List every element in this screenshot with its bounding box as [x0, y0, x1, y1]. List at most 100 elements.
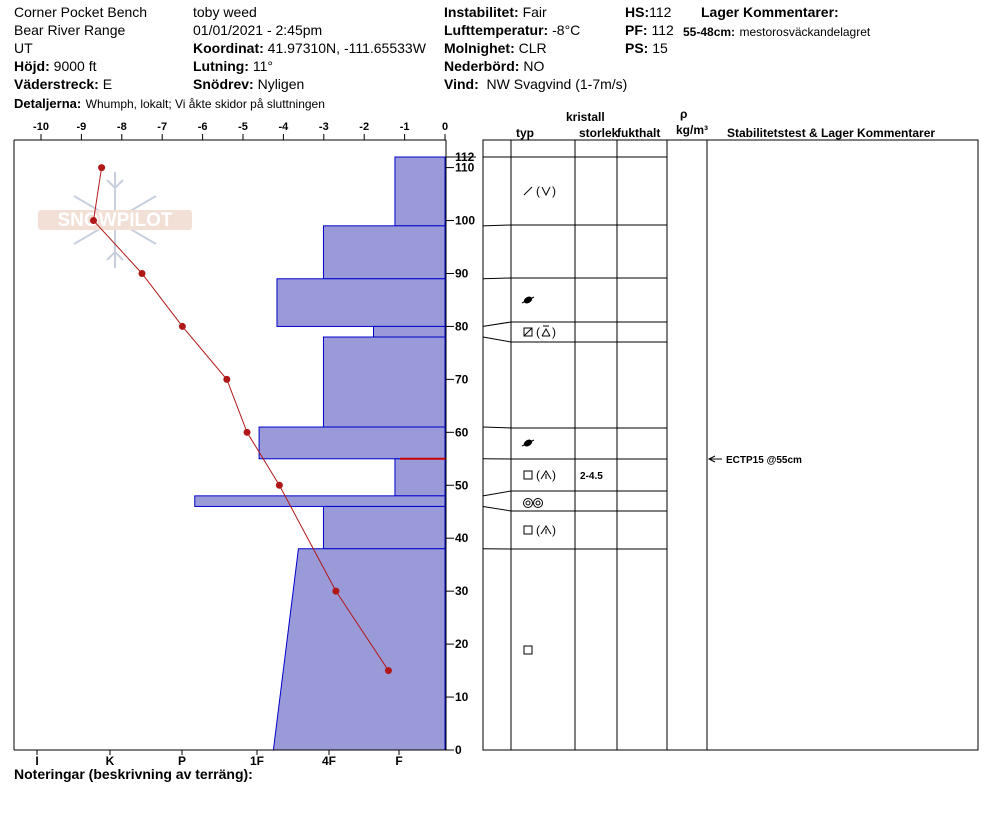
temperature-tick-label: -1 [400, 121, 410, 133]
pf-value: 112 [651, 22, 674, 38]
drift-label: Snödrev: [193, 76, 254, 92]
temperature-tick-label: 0 [442, 121, 448, 133]
facet-symbol [523, 645, 533, 655]
hardness-layer [276, 278, 446, 327]
height-tick-label: 110 [455, 161, 475, 175]
height-tick-label: 90 [455, 266, 469, 280]
temperature-point [98, 164, 106, 172]
hardness-layer [272, 548, 446, 751]
details-value: Whumph, lokalt; Vi åkte skidor på sluttn… [85, 97, 325, 111]
crystal-header: kristall [566, 110, 605, 124]
range: Bear River Range [14, 22, 126, 38]
layer-connector [482, 426, 512, 429]
hardness-tick-label: 4F [322, 754, 336, 768]
vee-symbol [541, 186, 551, 197]
hardness-layer [258, 426, 446, 460]
paren-symbol: ( [536, 184, 540, 198]
airtemp-value: -8°C [552, 22, 581, 38]
grain-symbol [523, 645, 533, 655]
wind: Vind: NW Svagvind (1-7m/s) [444, 77, 627, 91]
paren-symbol: ) [552, 184, 556, 198]
temperature-point [384, 667, 392, 675]
stability-header: Stabilitetstest & Lager Kommentarer [727, 126, 936, 140]
rounded-symbol [523, 498, 533, 508]
height-tick-label: 0 [455, 743, 462, 757]
drift-value: Nyligen [257, 76, 305, 92]
airtemp-label: Lufttemperatur: [444, 22, 549, 38]
height-tick-label: 40 [455, 531, 469, 545]
paren-symbol: ( [536, 468, 540, 482]
layer-comment-text: mestorosväckandelagret [739, 25, 871, 39]
height-tick-label: 60 [455, 425, 469, 439]
layer-connector [482, 505, 512, 512]
elevation: Höjd: 9000 ft [14, 59, 96, 73]
rho-header: ρ [680, 107, 688, 121]
layer-table-frame [482, 139, 979, 751]
notes-label: Noteringar (beskrivning av terräng): [14, 766, 253, 782]
grain-symbol [523, 498, 543, 508]
hardness-layer [322, 225, 446, 280]
depth-hoar-symbol [540, 525, 552, 535]
melt-freeze-slash [521, 439, 535, 447]
temperature-tick-label: -2 [359, 121, 369, 133]
rounded-symbol [533, 498, 543, 508]
temperature-tick-label: -4 [279, 121, 290, 133]
datetime: 01/01/2021 - 2:45pm [193, 22, 323, 38]
hardness-layer [194, 495, 446, 507]
hs-value: 112 [649, 4, 672, 20]
state: UT [14, 40, 33, 56]
coord-value: 41.97310N, -111.65533W [267, 40, 426, 56]
hs-label: HS: [625, 4, 650, 20]
sky-label: Molnighet: [444, 40, 515, 56]
precipitation: Nederbörd: NO [444, 59, 544, 73]
slope-value: 11° [252, 58, 274, 74]
height-tick-label: 30 [455, 584, 469, 598]
temperature-point [223, 375, 231, 383]
precip-label: Nederbörd: [444, 58, 520, 74]
sky-value: CLR [518, 40, 547, 56]
moisture-header: fukthalt [617, 126, 661, 140]
ps-value: 15 [652, 40, 668, 56]
height-tick-label: 100 [455, 214, 475, 228]
temperature-tick-label: -6 [198, 121, 208, 133]
rounded-inner [535, 500, 541, 506]
layer-connector [482, 336, 512, 343]
pf: PF: 112 [625, 23, 674, 37]
hs-tick-label: 112 [455, 150, 475, 164]
hardness-tick-label: P [178, 754, 186, 768]
coordinates: Koordinat: 41.97310N, -111.65533W [193, 41, 426, 55]
hardness-tick-label: F [395, 754, 402, 768]
temperature-tick-label: -7 [157, 121, 167, 133]
drift: Snödrev: Nyligen [193, 77, 304, 91]
temperature-point [90, 217, 98, 225]
height-tick-label: 50 [455, 478, 469, 492]
paren-symbol: ) [552, 468, 556, 482]
paren-symbol: ( [536, 325, 540, 339]
layer-connector [482, 490, 512, 497]
layer-comment-depth: 55-48cm: [683, 25, 736, 39]
hardness-tick-label: I [35, 754, 38, 768]
melt-freeze-slash [521, 296, 535, 304]
snowpilot-logo-text: SNOWPILOT [57, 210, 172, 231]
aspect: Väderstreck: E [14, 77, 112, 91]
height-tick-label: 20 [455, 637, 469, 651]
grain-symbol: () [523, 184, 556, 198]
wind-value: NW Svagvind (1-7m/s) [486, 76, 628, 92]
hs: HS:112 [625, 5, 671, 19]
elevation-value: 9000 ft [53, 58, 97, 74]
aspect-value: E [102, 76, 113, 92]
decomposing-symbol [523, 186, 533, 196]
precip-value: NO [523, 58, 545, 74]
sky: Molnighet: CLR [444, 41, 547, 55]
layer-comment: 55-48cm: mestorosväckandelagret [683, 24, 870, 40]
type-header: typ [516, 126, 534, 140]
hardness-layer [322, 505, 446, 550]
grain-symbol: () [523, 325, 556, 339]
ps: PS: 15 [625, 41, 668, 55]
stability-test-label: ECTP15 @55cm [726, 455, 802, 466]
pf-label: PF: [625, 22, 648, 38]
observer: toby weed [193, 4, 257, 20]
stability-value: Fair [522, 4, 547, 20]
stability: Instabilitet: Fair [444, 5, 547, 19]
facet-symbol [523, 327, 533, 337]
